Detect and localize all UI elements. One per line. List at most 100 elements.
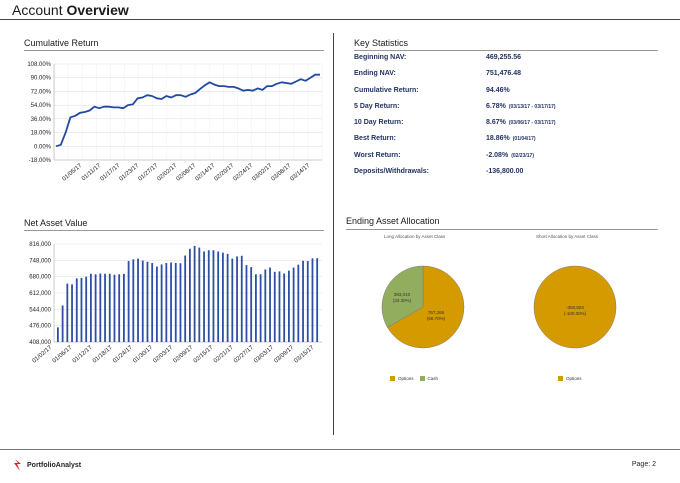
nav-bar <box>269 267 271 342</box>
nav-bar <box>212 250 215 342</box>
nav-bar <box>75 278 78 342</box>
stat-date: (01/04/17) <box>512 136 536 143</box>
nav-bar <box>146 261 149 342</box>
x-tick-label: 02/02/17 <box>157 163 179 183</box>
nav-bar <box>104 273 106 342</box>
nav-bar <box>61 305 64 342</box>
nav-bar <box>250 267 253 342</box>
x-tick-label: 03/15/17 <box>294 345 316 365</box>
stat-date: (03/13/17 - 03/17/17) <box>508 103 556 110</box>
x-tick-label: 01/05/17 <box>62 163 84 183</box>
y-tick-label: 408,000 <box>29 340 51 346</box>
nav-bar <box>245 265 248 342</box>
short-allocation-legend: Options <box>558 376 582 381</box>
nav-bar <box>207 250 210 342</box>
y-tick-label: 0.00% <box>34 144 52 150</box>
nav-bar <box>165 262 168 342</box>
nav-bar <box>127 261 130 342</box>
options-swatch <box>558 376 563 381</box>
nav-bar <box>132 259 135 342</box>
nav-bar <box>108 273 111 342</box>
nav-bar <box>203 251 205 342</box>
nav-bar <box>259 274 262 342</box>
stat-value: 94.46% <box>486 86 510 94</box>
nav-bar <box>179 263 182 342</box>
nav-bar <box>156 266 158 342</box>
cumulative-return-line <box>55 73 320 148</box>
x-tick-label: 02/15/17 <box>193 345 215 365</box>
nav-bar <box>226 253 229 342</box>
stat-cumulative-return: Cumulative Return: 94.46% <box>354 87 674 103</box>
nav-bar <box>189 248 191 342</box>
x-tick-label: 02/20/17 <box>214 163 236 183</box>
stat-deposits-withdrawals: Deposits/Withdrawals: -136,800.00 <box>354 168 674 184</box>
cash-pct-label: (33.30%) <box>393 298 412 303</box>
nav-bar <box>236 256 238 342</box>
nav-bar <box>240 255 243 342</box>
nav-bar <box>113 274 116 342</box>
stat-label: Best Return: <box>354 135 397 143</box>
x-tick-label: 03/03/17 <box>253 345 275 365</box>
nav-bar <box>297 264 300 342</box>
x-tick-label: 02/09/17 <box>173 345 195 365</box>
nav-bar <box>255 274 257 342</box>
nav-bar <box>151 262 154 342</box>
stat-value: -2.08% (02/23/17) <box>486 151 534 159</box>
options-value-label: 767,266 <box>428 310 445 315</box>
x-tick-label: 03/02/17 <box>252 163 274 183</box>
title-divider <box>0 19 680 20</box>
y-tick-label: 72.00% <box>31 89 52 95</box>
stat-value: 751,476.48 <box>486 70 522 78</box>
options-pct-label: (66.70%) <box>427 316 446 321</box>
vertical-divider <box>333 33 334 435</box>
x-tick-label: 02/27/17 <box>233 345 255 365</box>
stat-label: 10 Day Return: <box>354 119 404 127</box>
x-tick-label: 01/02/17 <box>32 345 54 365</box>
footer-brand: PortfolioAnalyst <box>12 458 81 472</box>
stat-worst-return: Worst Return: -2.08% (02/23/17) <box>354 152 674 168</box>
y-tick-label: 816,000 <box>29 242 51 248</box>
nav-bar <box>273 271 276 342</box>
x-tick-label: 01/30/17 <box>132 345 154 365</box>
long-allocation-legend: Options Cash <box>390 376 438 381</box>
y-tick-label: 108.00% <box>27 62 51 68</box>
net-asset-value-rule <box>24 230 324 231</box>
nav-bar <box>66 283 69 342</box>
nav-bar <box>302 260 304 342</box>
x-tick-label: 02/24/17 <box>233 163 255 183</box>
key-statistics-list: Beginning NAV: 469,255.56 Ending NAV: 751,… <box>354 54 674 184</box>
nav-bar <box>288 270 290 342</box>
cash-swatch <box>419 376 425 381</box>
y-tick-label: 54.00% <box>31 103 52 109</box>
nav-bar <box>283 273 286 342</box>
x-tick-label: 01/27/17 <box>138 163 160 183</box>
x-tick-label: 01/12/17 <box>72 345 94 365</box>
key-statistics-title: Key Statistics <box>354 38 409 48</box>
long-allocation-title: Long Allocation by Asset Class <box>384 234 446 239</box>
nav-bar <box>198 247 201 342</box>
nav-bar <box>311 258 314 342</box>
net-asset-value-chart: 816,000 748,000 680,000 612,000 544,000 476,0… <box>29 242 322 365</box>
pie-slice-options <box>533 265 617 349</box>
x-tick-label: 03/14/17 <box>290 163 312 183</box>
nav-bar <box>57 327 59 342</box>
long-allocation-pie: 767,266(66.70%) 383,010(33.30%) <box>381 265 465 349</box>
y-tick-label: 476,000 <box>29 324 51 330</box>
y-tick-label: 748,000 <box>29 258 51 264</box>
stat-ending-nav: Ending NAV: 751,476.48 <box>354 70 674 86</box>
stat-label: Beginning NAV: <box>354 54 407 61</box>
options-value-label: -350,823 <box>566 305 584 310</box>
pie-slice-options <box>387 265 465 349</box>
nav-bar <box>71 284 73 342</box>
nav-bar <box>80 277 83 342</box>
nav-bar <box>193 245 196 342</box>
nav-bar <box>141 260 144 342</box>
x-tick-label: 02/14/17 <box>195 163 217 183</box>
ending-allocation-rule <box>346 229 658 230</box>
stat-value: 6.78% (03/13/17 - 03/17/17) <box>486 102 556 110</box>
options-pct-label: (-100.00%) <box>564 311 587 316</box>
stat-label: Deposits/Withdrawals: <box>354 168 430 176</box>
net-asset-value-title: Net Asset Value <box>24 218 88 228</box>
stat-5-day-return: 5 Day Return: 6.78% (03/13/17 - 03/17/17) <box>354 103 674 119</box>
stat-beginning-nav: Beginning NAV: 469,255.56 <box>354 54 674 70</box>
